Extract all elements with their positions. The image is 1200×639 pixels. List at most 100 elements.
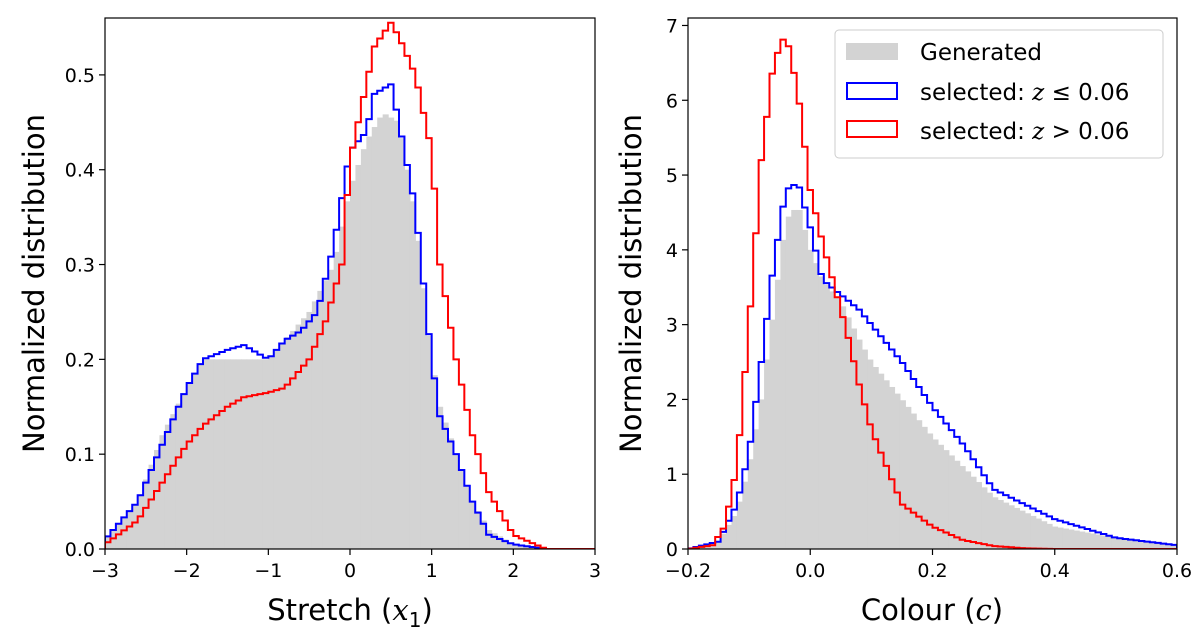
stretch-generated-bar: [453, 454, 460, 549]
colour-generated-bar: [943, 450, 950, 549]
stretch-generated-bar: [437, 406, 444, 549]
x-tick-label: 3: [589, 560, 601, 582]
stretch-generated-bar: [382, 114, 389, 549]
colour-generated-bar: [812, 263, 819, 549]
colour-generated-bars: [688, 209, 1177, 549]
x-tick-label: 1: [426, 560, 438, 582]
stretch-generated-bar: [366, 136, 373, 549]
stretch-generated-bar: [344, 201, 351, 549]
stretch-generated-bar: [507, 542, 514, 549]
stretch-series-group: [105, 21, 595, 549]
colour-generated-bar: [720, 533, 727, 549]
colour-generated-bar: [1008, 505, 1015, 549]
stretch-generated-bar: [262, 359, 269, 549]
colour-generated-bar: [785, 216, 792, 549]
colour-generated-bar: [715, 541, 722, 549]
stretch-generated-bar: [518, 545, 525, 549]
stretch-generated-bar: [148, 464, 155, 549]
colour-generated-bar: [981, 487, 988, 549]
legend-frame: [834, 29, 1164, 159]
colour-generated-bar: [997, 499, 1004, 549]
colour-generated-bar: [818, 276, 825, 549]
colour-generated-bar: [1035, 518, 1042, 549]
colour-generated-bar: [780, 239, 787, 549]
stretch-generated-bar: [475, 511, 482, 549]
legend-entry-selected-high-z: selected: z > 0.06: [846, 119, 1129, 145]
colour-generated-bar: [1122, 538, 1129, 549]
stretch-generated-bar: [279, 343, 286, 549]
colour-generated-bar: [1084, 532, 1091, 549]
stretch-generated-bar: [121, 517, 128, 549]
colour-selected_low-step-line: [688, 184, 1177, 549]
stretch-generated-bar: [502, 539, 509, 549]
colour-generated-bar: [742, 481, 749, 549]
legend-label-generated: Generated: [920, 40, 1042, 66]
stretch-generated-bar: [137, 494, 144, 549]
colour-x-axis-label: Colour (c): [861, 593, 1003, 627]
colour-generated-bar: [1128, 539, 1135, 549]
colour-generated-bar: [986, 492, 993, 549]
colour-y-axis-ticks: 0 1 2 3 4 5 6 7: [666, 15, 688, 561]
stretch-generated-bar: [469, 501, 476, 549]
stretch-generated-bar: [186, 383, 193, 549]
colour-generated-bar: [959, 466, 966, 549]
colour-histogram-panel: −0.2 0.0 0.2 0.4 0.6 0 1 2 3 4 5 6 7 Normalized dis…: [614, 15, 1192, 627]
stretch-generated-bar: [333, 251, 340, 549]
stretch-generated-bar: [513, 544, 520, 549]
stretch-generated-bar: [301, 318, 308, 549]
x-tick-label: 2: [507, 560, 519, 582]
stretch-generated-bar: [486, 530, 493, 549]
stretch-generated-bar: [164, 424, 171, 549]
colour-generated-bar: [954, 460, 961, 549]
y-tick-label: 0.0: [65, 539, 95, 561]
legend-label-selected-high-z: selected: z > 0.06: [920, 119, 1129, 145]
colour-series-group: [688, 38, 1177, 549]
stretch-selected_low-step-line: [105, 83, 595, 549]
stretch-generated-bar: [350, 180, 357, 549]
colour-generated-bar: [1106, 536, 1113, 549]
stretch-generated-bar: [328, 269, 335, 549]
stretch-generated-bar: [311, 301, 318, 549]
x-tick-label: 0.6: [1162, 560, 1192, 582]
stretch-generated-bar: [448, 438, 455, 549]
legend-swatch-selected-low-z: [846, 82, 898, 100]
x-tick-label: −1: [254, 560, 282, 582]
stretch-generated-bar: [213, 359, 220, 549]
stretch-generated-bar: [404, 169, 411, 549]
colour-generated-bar: [1003, 502, 1010, 549]
colour-generated-bar: [889, 386, 896, 549]
y-tick-label: 0.3: [65, 255, 95, 277]
stretch-generated-bar: [208, 359, 215, 549]
colour-generated-bar: [1149, 542, 1156, 549]
colour-generated-bar: [992, 497, 999, 549]
colour-generated-bar: [851, 328, 858, 549]
stretch-generated-bar: [246, 359, 253, 549]
colour-generated-bar: [899, 400, 906, 549]
stretch-generated-bar: [224, 359, 231, 549]
colour-generated-bar: [1117, 538, 1124, 549]
stretch-generated-bar: [252, 359, 259, 549]
colour-generated-bar: [731, 516, 738, 549]
colour-generated-bar: [1171, 544, 1177, 549]
colour-generated-bar: [736, 501, 743, 549]
colour-generated-bar: [1062, 528, 1069, 549]
colour-generated-bar: [1166, 544, 1173, 549]
stretch-generated-bar: [159, 435, 166, 549]
colour-generated-bar: [932, 439, 939, 549]
colour-generated-bar: [726, 524, 733, 549]
stretch-generated-bar: [273, 349, 280, 549]
legend-swatch-selected-high-z: [846, 120, 898, 138]
colour-generated-bar: [764, 359, 771, 549]
colour-generated-bar: [1160, 543, 1167, 549]
colour-generated-bar: [910, 413, 917, 549]
stretch-generated-bar: [409, 201, 416, 549]
colour-generated-bar: [1111, 537, 1118, 549]
y-tick-label: 4: [666, 240, 678, 262]
stretch-generated-bar: [175, 403, 182, 549]
colour-generated-bar: [769, 319, 776, 549]
colour-generated-bar: [840, 306, 847, 549]
stretch-generated-bar: [415, 240, 422, 549]
stretch-selected_high-step-line: [105, 21, 595, 549]
x-tick-label: −2: [173, 560, 201, 582]
